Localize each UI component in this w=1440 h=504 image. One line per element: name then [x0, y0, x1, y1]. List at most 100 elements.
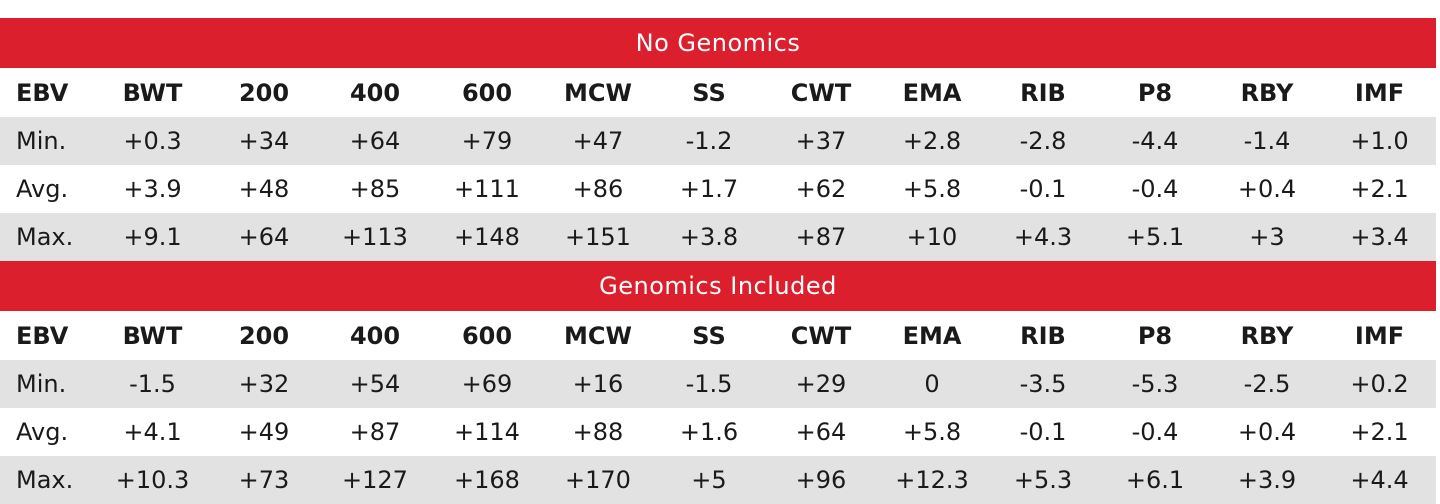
table-cell: +88	[572, 418, 624, 446]
header-cell: EMA	[902, 321, 962, 350]
row-label: Avg.	[16, 418, 69, 446]
table-cell: +127	[342, 466, 408, 494]
table-header-row: EBV BWT 200 400 600 MCW SS CWT EMA RIB P…	[0, 311, 1436, 360]
table-cell: +48	[238, 175, 290, 203]
header-cell: 200	[238, 321, 290, 350]
row-label: Min.	[16, 370, 67, 398]
header-cell: CWT	[790, 78, 852, 107]
table-cell: +4.4	[1350, 466, 1409, 494]
table-cell: -0.1	[1019, 175, 1067, 203]
ebv-table: No Genomics EBV BWT 200 400 600 MCW SS C…	[0, 18, 1436, 504]
table-cell: +87	[795, 223, 847, 251]
header-cell: IMF	[1354, 78, 1405, 107]
table-cell: +3.9	[1237, 466, 1297, 494]
table-row-max: Max. +9.1 +64 +113 +148 +151 +3.8 +87 +1…	[0, 213, 1436, 261]
header-cell: 600	[461, 321, 513, 350]
table-cell: +16	[572, 370, 624, 398]
table-row-avg: Avg. +4.1 +49 +87 +114 +88 +1.6 +64 +5.8…	[0, 408, 1436, 456]
section-banner-no-genomics: No Genomics	[0, 18, 1436, 68]
table-row-min: Min. +0.3 +34 +64 +79 +47 -1.2 +37 +2.8 …	[0, 117, 1436, 165]
table-cell: -1.4	[1243, 127, 1291, 155]
table-cell: +87	[349, 418, 401, 446]
header-cell: MCW	[564, 78, 632, 107]
table-cell: +10.3	[115, 466, 190, 494]
table-cell: +0.2	[1350, 370, 1409, 398]
header-cell: BWT	[122, 321, 183, 350]
table-cell: +2.1	[1350, 418, 1409, 446]
table-cell: +5.8	[902, 175, 962, 203]
table-cell: +3.9	[123, 175, 182, 203]
table-cell: +3.4	[1350, 223, 1409, 251]
table-cell: +0.4	[1237, 418, 1297, 446]
table-cell: +79	[461, 127, 513, 155]
table-cell: +5.1	[1125, 223, 1185, 251]
row-label: Max.	[16, 223, 74, 251]
table-cell: +64	[349, 127, 401, 155]
header-cell: RBY	[1240, 78, 1294, 107]
table-cell: +32	[238, 370, 290, 398]
table-header-row: EBV BWT 200 400 600 MCW SS CWT EMA RIB P…	[0, 68, 1436, 117]
table-cell: +0.3	[123, 127, 182, 155]
table-cell: -5.3	[1131, 370, 1179, 398]
table-cell: +2.1	[1350, 175, 1409, 203]
header-cell: P8	[1137, 321, 1173, 350]
table-cell: -0.1	[1019, 418, 1067, 446]
table-cell: +69	[461, 370, 513, 398]
table-cell: +86	[572, 175, 624, 203]
table-cell: +3	[1249, 223, 1285, 251]
table-cell: -2.5	[1243, 370, 1291, 398]
table-cell: -0.4	[1131, 175, 1179, 203]
table-cell: +73	[238, 466, 290, 494]
header-cell: EBV	[16, 321, 69, 350]
table-cell: +0.4	[1237, 175, 1297, 203]
header-cell: RIB	[1020, 321, 1066, 350]
header-cell: IMF	[1354, 321, 1405, 350]
table-cell: +6.1	[1125, 466, 1185, 494]
table-cell: +3.8	[679, 223, 739, 251]
section-banner-genomics-included: Genomics Included	[0, 261, 1436, 311]
table-cell: +96	[795, 466, 847, 494]
table-row-max: Max. +10.3 +73 +127 +168 +170 +5 +96 +12…	[0, 456, 1436, 504]
table-cell: +64	[238, 223, 290, 251]
table-row-min: Min. -1.5 +32 +54 +69 +16 -1.5 +29 0 -3.…	[0, 360, 1436, 408]
row-label: Max.	[16, 466, 74, 494]
header-cell: MCW	[564, 321, 632, 350]
table-cell: -2.8	[1019, 127, 1067, 155]
table-cell: -1.5	[129, 370, 176, 398]
header-cell: RIB	[1020, 78, 1066, 107]
table-cell: +62	[795, 175, 847, 203]
table-cell: +34	[238, 127, 290, 155]
table-cell: +29	[795, 370, 847, 398]
header-cell: 600	[461, 78, 513, 107]
table-cell: +64	[795, 418, 847, 446]
table-cell: +4.3	[1013, 223, 1073, 251]
header-cell: EBV	[16, 78, 69, 107]
table-cell: +49	[238, 418, 290, 446]
table-cell: +54	[349, 370, 401, 398]
header-cell: P8	[1137, 78, 1173, 107]
header-cell: 400	[349, 78, 401, 107]
header-cell: BWT	[122, 78, 183, 107]
table-cell: -0.4	[1131, 418, 1179, 446]
header-cell: RBY	[1240, 321, 1294, 350]
table-cell: +170	[565, 466, 631, 494]
table-cell: 0	[924, 370, 940, 398]
table-cell: +85	[349, 175, 401, 203]
table-cell: -4.4	[1131, 127, 1179, 155]
table-cell: +5.8	[902, 418, 962, 446]
row-label: Min.	[16, 127, 67, 155]
table-cell: +47	[572, 127, 624, 155]
header-cell: 400	[349, 321, 401, 350]
table-cell: +1.6	[679, 418, 739, 446]
header-cell: EMA	[902, 78, 962, 107]
table-cell: +5	[691, 466, 727, 494]
table-row-avg: Avg. +3.9 +48 +85 +111 +86 +1.7 +62 +5.8…	[0, 165, 1436, 213]
table-cell: -1.5	[685, 370, 733, 398]
table-cell: +12.3	[895, 466, 969, 494]
table-cell: +2.8	[902, 127, 962, 155]
table-cell: +10	[906, 223, 958, 251]
header-cell: 200	[238, 78, 290, 107]
table-cell: -3.5	[1019, 370, 1067, 398]
header-cell: SS	[692, 78, 726, 107]
header-cell: CWT	[790, 321, 852, 350]
